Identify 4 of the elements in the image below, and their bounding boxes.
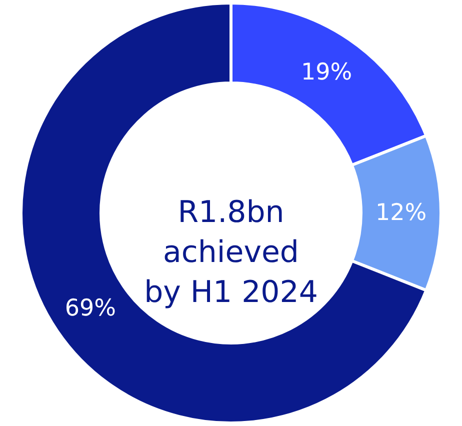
data-label: 69% bbox=[64, 296, 116, 322]
data-label: 12% bbox=[375, 200, 427, 226]
data-label: 19% bbox=[300, 59, 352, 86]
text: R1.8bn achieved by H1 2024 bbox=[144, 195, 318, 310]
